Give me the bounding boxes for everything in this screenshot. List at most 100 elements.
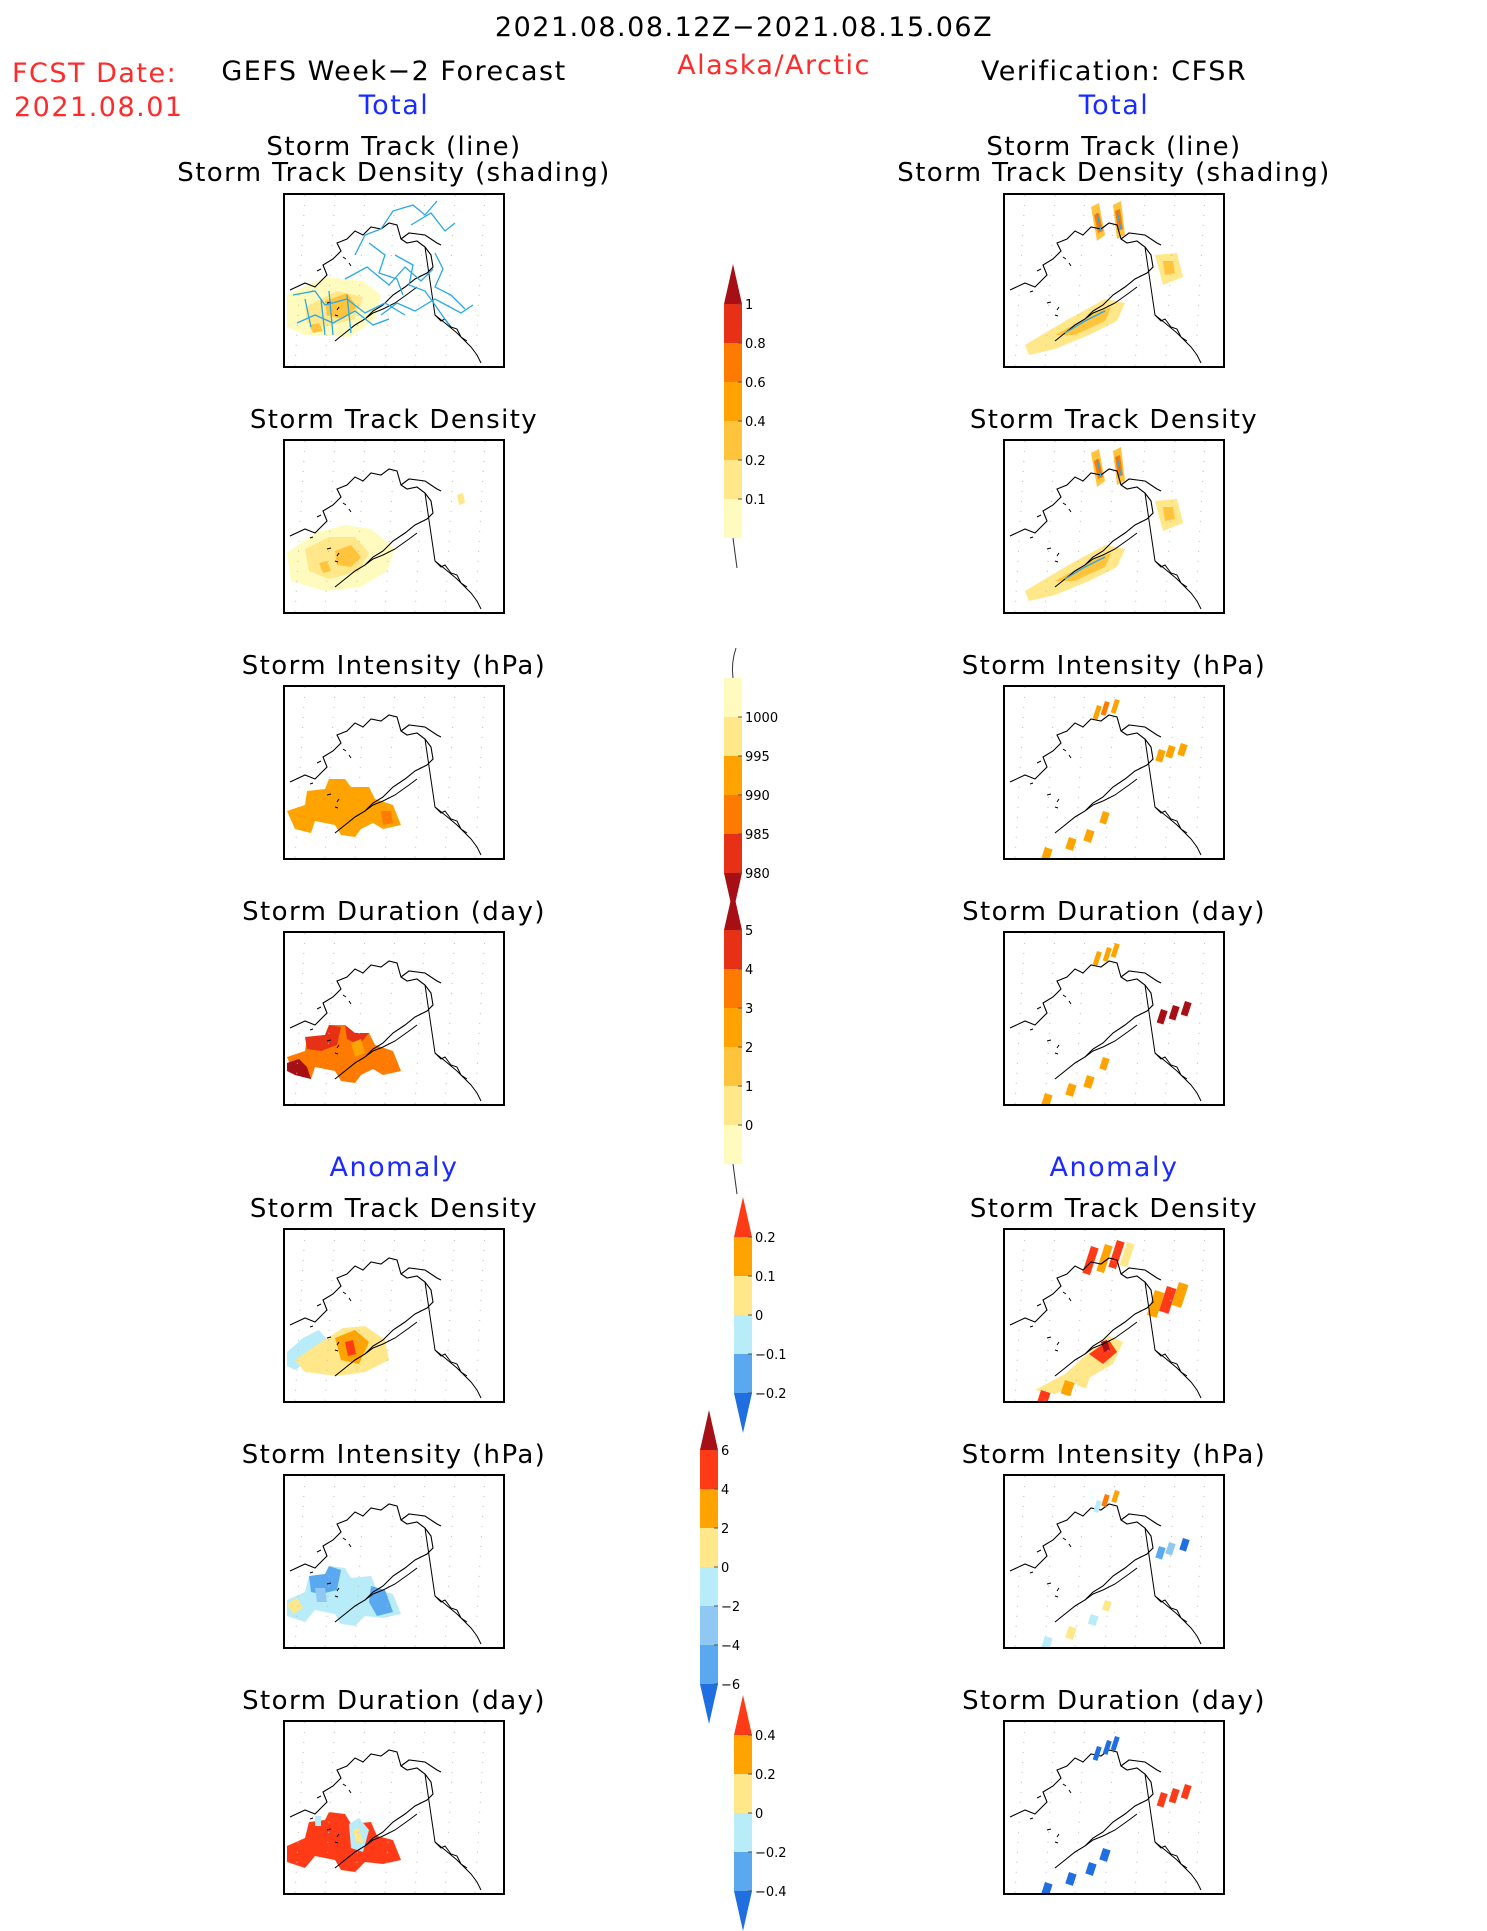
graticule-line xyxy=(474,1476,486,1647)
storm-track-line xyxy=(394,254,450,326)
colorbar-swatch xyxy=(724,756,742,795)
islands xyxy=(1029,1291,1072,1352)
track-segment xyxy=(1083,829,1095,843)
coastline xyxy=(289,1749,442,1869)
colorbar-tick-label: 0.2 xyxy=(755,1768,776,1783)
graticule-line xyxy=(384,933,396,1104)
map-svg xyxy=(287,687,486,858)
colorbar-svg: 6 4 2 0 −2 −4 −6 xyxy=(700,1410,740,1724)
track-segment xyxy=(1092,950,1102,966)
map-gefs-intensity-anomaly xyxy=(283,1474,505,1649)
colorbar-density-total: 1 0.8 0.6 0.4 0.2 0.1 xyxy=(724,264,804,569)
colorbar-tick-label: 2 xyxy=(745,1041,753,1056)
coast-detail xyxy=(1084,286,1188,342)
colorbar-tick-label: 0 xyxy=(721,1561,729,1576)
graticule-line xyxy=(1074,441,1086,612)
anomaly-cell xyxy=(1076,1372,1091,1389)
storm-track-line xyxy=(434,252,466,310)
shading-region xyxy=(1101,1340,1110,1352)
colorbar-swatch xyxy=(724,421,742,460)
shading-region xyxy=(335,545,361,567)
graticule-line xyxy=(1044,687,1056,858)
map-gefs-intensity xyxy=(283,685,505,860)
graticule-line xyxy=(294,195,306,366)
right-column-title: Verification: CFSR xyxy=(980,56,1248,87)
shading-region xyxy=(305,1025,341,1051)
colorbar-tick-label: 0.1 xyxy=(745,493,766,508)
islands xyxy=(309,748,352,809)
colorbar-swatch xyxy=(700,1567,718,1606)
map-svg xyxy=(1009,1476,1206,1647)
graticule-line xyxy=(1014,195,1026,366)
graticule-line xyxy=(474,687,486,858)
colorbar-swatch xyxy=(724,382,742,421)
coastline xyxy=(289,714,442,834)
colorbar-swatch xyxy=(724,1086,742,1125)
graticule-line xyxy=(474,1722,486,1893)
colorbar-swatch xyxy=(724,1047,742,1086)
colorbar-tick-label: 0.4 xyxy=(755,1729,776,1744)
graticule-line xyxy=(1074,933,1086,1104)
graticule-line xyxy=(414,1722,426,1893)
anomaly-label-left: Anomaly xyxy=(329,1152,459,1183)
map-cfsr-intensity xyxy=(1003,685,1225,860)
graticule-line xyxy=(474,195,486,366)
track-segment xyxy=(1102,947,1112,962)
map-svg xyxy=(287,1230,486,1401)
graticule-line xyxy=(1104,441,1116,612)
coastline xyxy=(1009,714,1162,834)
shading-region xyxy=(287,1598,303,1614)
graticule-line xyxy=(1134,1476,1146,1647)
alaska-canada-border xyxy=(424,492,482,610)
anomaly-cell xyxy=(1119,1242,1135,1268)
colorbar-tick-label: 0.8 xyxy=(745,337,766,352)
colorbar-swatch xyxy=(724,1008,742,1047)
anomaly-cell xyxy=(1082,1246,1099,1276)
colorbar-tick-label: −2 xyxy=(721,1600,740,1615)
track-segment xyxy=(1179,1538,1190,1552)
colorbar-svg: 5 4 3 2 1 0 xyxy=(724,890,753,1195)
graticule-line xyxy=(1014,1722,1026,1893)
graticule-line xyxy=(1164,1476,1176,1647)
date-range-title: 2021.08.08.12Z−2021.08.15.06Z xyxy=(494,12,994,43)
colorbar-tick-label: 4 xyxy=(745,963,753,978)
panel-title-track-density-shading: Storm Track Density (shading) xyxy=(177,158,611,188)
shading-region xyxy=(381,811,393,825)
graticule-line xyxy=(384,1230,396,1401)
graticule-line xyxy=(384,1476,396,1647)
colorbar-swatch xyxy=(724,717,742,756)
colorbar-bottom-arrow xyxy=(700,1684,718,1724)
colorbar-top-arrow xyxy=(700,1410,718,1450)
graticule-line xyxy=(294,441,306,612)
colorbar-tick-label: 0 xyxy=(755,1807,763,1822)
colorbar-swatch xyxy=(734,1237,752,1276)
map-cfsr-duration-anomaly xyxy=(1003,1720,1225,1895)
track-segment xyxy=(1093,1500,1102,1513)
track-segment xyxy=(1065,837,1077,851)
colorbar-tick-label: 5 xyxy=(745,924,753,939)
graticule-line xyxy=(1194,933,1206,1104)
graticule-line xyxy=(474,933,486,1104)
colorbar-swatch xyxy=(700,1450,718,1489)
coastline xyxy=(289,1257,442,1377)
graticule-line xyxy=(354,1230,366,1401)
shading-region xyxy=(287,1812,401,1872)
track-segment xyxy=(1099,1848,1111,1862)
colorbar-swatch xyxy=(734,1735,752,1774)
graticule-line xyxy=(444,195,456,366)
shading-region xyxy=(309,1566,341,1594)
colorbar-density-anomaly: 0.2 0.1 0 −0.1 −0.2 xyxy=(734,1197,814,1433)
panel-title-intensity-anomaly: Storm Intensity (hPa) xyxy=(241,1440,547,1470)
panel-title-track-line: Storm Track (line) xyxy=(986,132,1242,162)
storm-track-line xyxy=(344,266,434,286)
map-gefs-density-anomaly xyxy=(283,1228,505,1403)
left-column-title: GEFS Week−2 Forecast xyxy=(221,56,567,87)
graticule-line xyxy=(294,933,306,1104)
coast-detail xyxy=(1084,532,1188,588)
coast-detail xyxy=(364,1024,468,1080)
islands xyxy=(309,1291,352,1352)
graticule-line xyxy=(324,1722,336,1893)
graticule-line xyxy=(324,933,336,1104)
map-cfsr-duration xyxy=(1003,931,1225,1106)
graticule-line xyxy=(474,1230,486,1401)
